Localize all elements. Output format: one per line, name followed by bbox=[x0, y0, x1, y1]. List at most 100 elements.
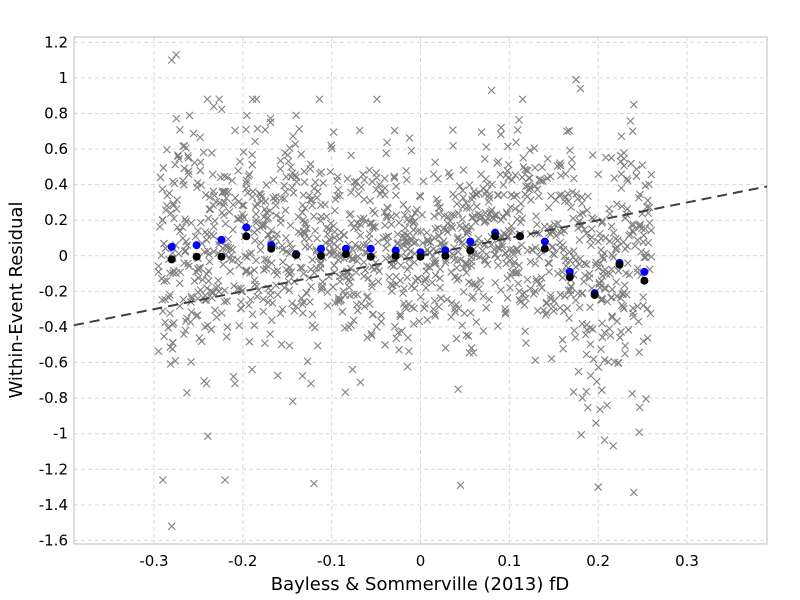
scatter-point bbox=[521, 327, 530, 336]
scatter-point bbox=[607, 153, 616, 162]
scatter-point bbox=[428, 278, 437, 287]
scatter-point bbox=[548, 243, 556, 252]
scatter-point bbox=[338, 271, 347, 280]
black-mean-point bbox=[466, 246, 475, 255]
scatter-point bbox=[285, 263, 294, 272]
scatter-point bbox=[592, 419, 600, 427]
y-tick-label: -0.6 bbox=[39, 354, 68, 372]
scatter-point bbox=[577, 193, 586, 202]
scatter-point bbox=[587, 233, 596, 242]
scatter-point bbox=[361, 217, 370, 226]
scatter-point bbox=[237, 287, 246, 296]
scatter-point bbox=[617, 132, 626, 141]
scatter-point bbox=[390, 126, 399, 135]
scatter-point bbox=[326, 236, 334, 245]
scatter-point bbox=[172, 50, 181, 59]
scatter-point bbox=[396, 276, 405, 285]
scatter-point bbox=[569, 247, 578, 255]
scatter-point bbox=[382, 149, 391, 158]
scatter-point bbox=[506, 245, 514, 254]
scatter-point bbox=[482, 187, 491, 195]
scatter-point bbox=[453, 234, 462, 243]
scatter-point bbox=[196, 158, 205, 167]
scatter-point bbox=[465, 348, 474, 357]
y-tick-label: -0.4 bbox=[39, 318, 68, 336]
scatter-point bbox=[447, 268, 456, 276]
scatter-point bbox=[635, 403, 644, 412]
scatter-point bbox=[191, 232, 200, 241]
scatter-point bbox=[598, 272, 607, 280]
scatter-point bbox=[248, 95, 257, 104]
x-tick-label: -0.3 bbox=[139, 552, 168, 570]
scatter-point bbox=[209, 222, 218, 231]
scatter-point bbox=[348, 365, 357, 374]
scatter-point bbox=[223, 323, 232, 332]
scatter-point bbox=[285, 286, 294, 295]
scatter-point bbox=[516, 298, 525, 306]
y-tick-label: 0.2 bbox=[44, 211, 68, 229]
scatter-point bbox=[563, 127, 571, 136]
scatter-point bbox=[262, 181, 271, 189]
scatter-point bbox=[410, 258, 419, 267]
scatter-point bbox=[510, 192, 518, 201]
scatter-point bbox=[453, 200, 461, 208]
scatter-point bbox=[229, 200, 237, 209]
scatter-point bbox=[518, 173, 527, 182]
scatter-point bbox=[215, 95, 224, 104]
y-tick-label: -0.2 bbox=[39, 282, 68, 300]
scatter-point bbox=[599, 255, 608, 263]
scatter-point bbox=[207, 288, 216, 297]
grid bbox=[74, 37, 767, 544]
scatter-point bbox=[258, 220, 267, 229]
scatter-point bbox=[386, 280, 395, 289]
scatter-point bbox=[329, 249, 338, 257]
scatter-point bbox=[251, 236, 259, 245]
scatter-point bbox=[619, 302, 627, 311]
scatter-point bbox=[645, 219, 654, 227]
scatter-point bbox=[381, 254, 390, 263]
scatter-point bbox=[280, 181, 289, 190]
scatter-point bbox=[526, 284, 535, 293]
scatter-point bbox=[269, 193, 278, 202]
scatter-point bbox=[515, 261, 524, 270]
scatter-point bbox=[366, 196, 375, 205]
scatter-point bbox=[601, 285, 610, 293]
scatter-point bbox=[457, 224, 466, 233]
scatter-point bbox=[180, 141, 189, 150]
scatter-point bbox=[154, 267, 163, 276]
scatter-point bbox=[309, 479, 318, 488]
scatter-point bbox=[597, 234, 605, 243]
scatter-point bbox=[578, 199, 586, 208]
blue-mean-point bbox=[316, 244, 325, 253]
scatter-point bbox=[315, 169, 324, 178]
scatter-point bbox=[300, 228, 309, 237]
scatter-point bbox=[158, 185, 167, 194]
scatter-point bbox=[620, 304, 628, 313]
scatter-point bbox=[248, 310, 257, 319]
scatter-point bbox=[349, 316, 358, 325]
scatter-point bbox=[456, 255, 465, 264]
scatter-point bbox=[634, 317, 643, 326]
scatter-point bbox=[569, 174, 578, 183]
scatter-point bbox=[532, 277, 541, 286]
scatter-point bbox=[400, 303, 409, 311]
scatter-point bbox=[448, 250, 456, 258]
scatter-point bbox=[384, 232, 393, 241]
scatter-point bbox=[454, 209, 463, 218]
scatter-point bbox=[325, 224, 333, 233]
scatter-point bbox=[534, 192, 543, 201]
scatter-point bbox=[410, 304, 418, 313]
blue-mean-point bbox=[466, 237, 475, 246]
scatter-point bbox=[210, 247, 218, 256]
scatter-point bbox=[512, 268, 521, 277]
scatter-point bbox=[171, 356, 180, 365]
scatter-point bbox=[161, 206, 170, 215]
scatter-point bbox=[624, 325, 633, 334]
scatter-point bbox=[179, 330, 188, 339]
scatter-point bbox=[209, 187, 218, 196]
scatter-point bbox=[254, 286, 263, 295]
scatter-point bbox=[157, 251, 166, 260]
scatter-point bbox=[419, 177, 428, 186]
scatter-point bbox=[184, 154, 193, 162]
scatter-point bbox=[458, 241, 467, 250]
